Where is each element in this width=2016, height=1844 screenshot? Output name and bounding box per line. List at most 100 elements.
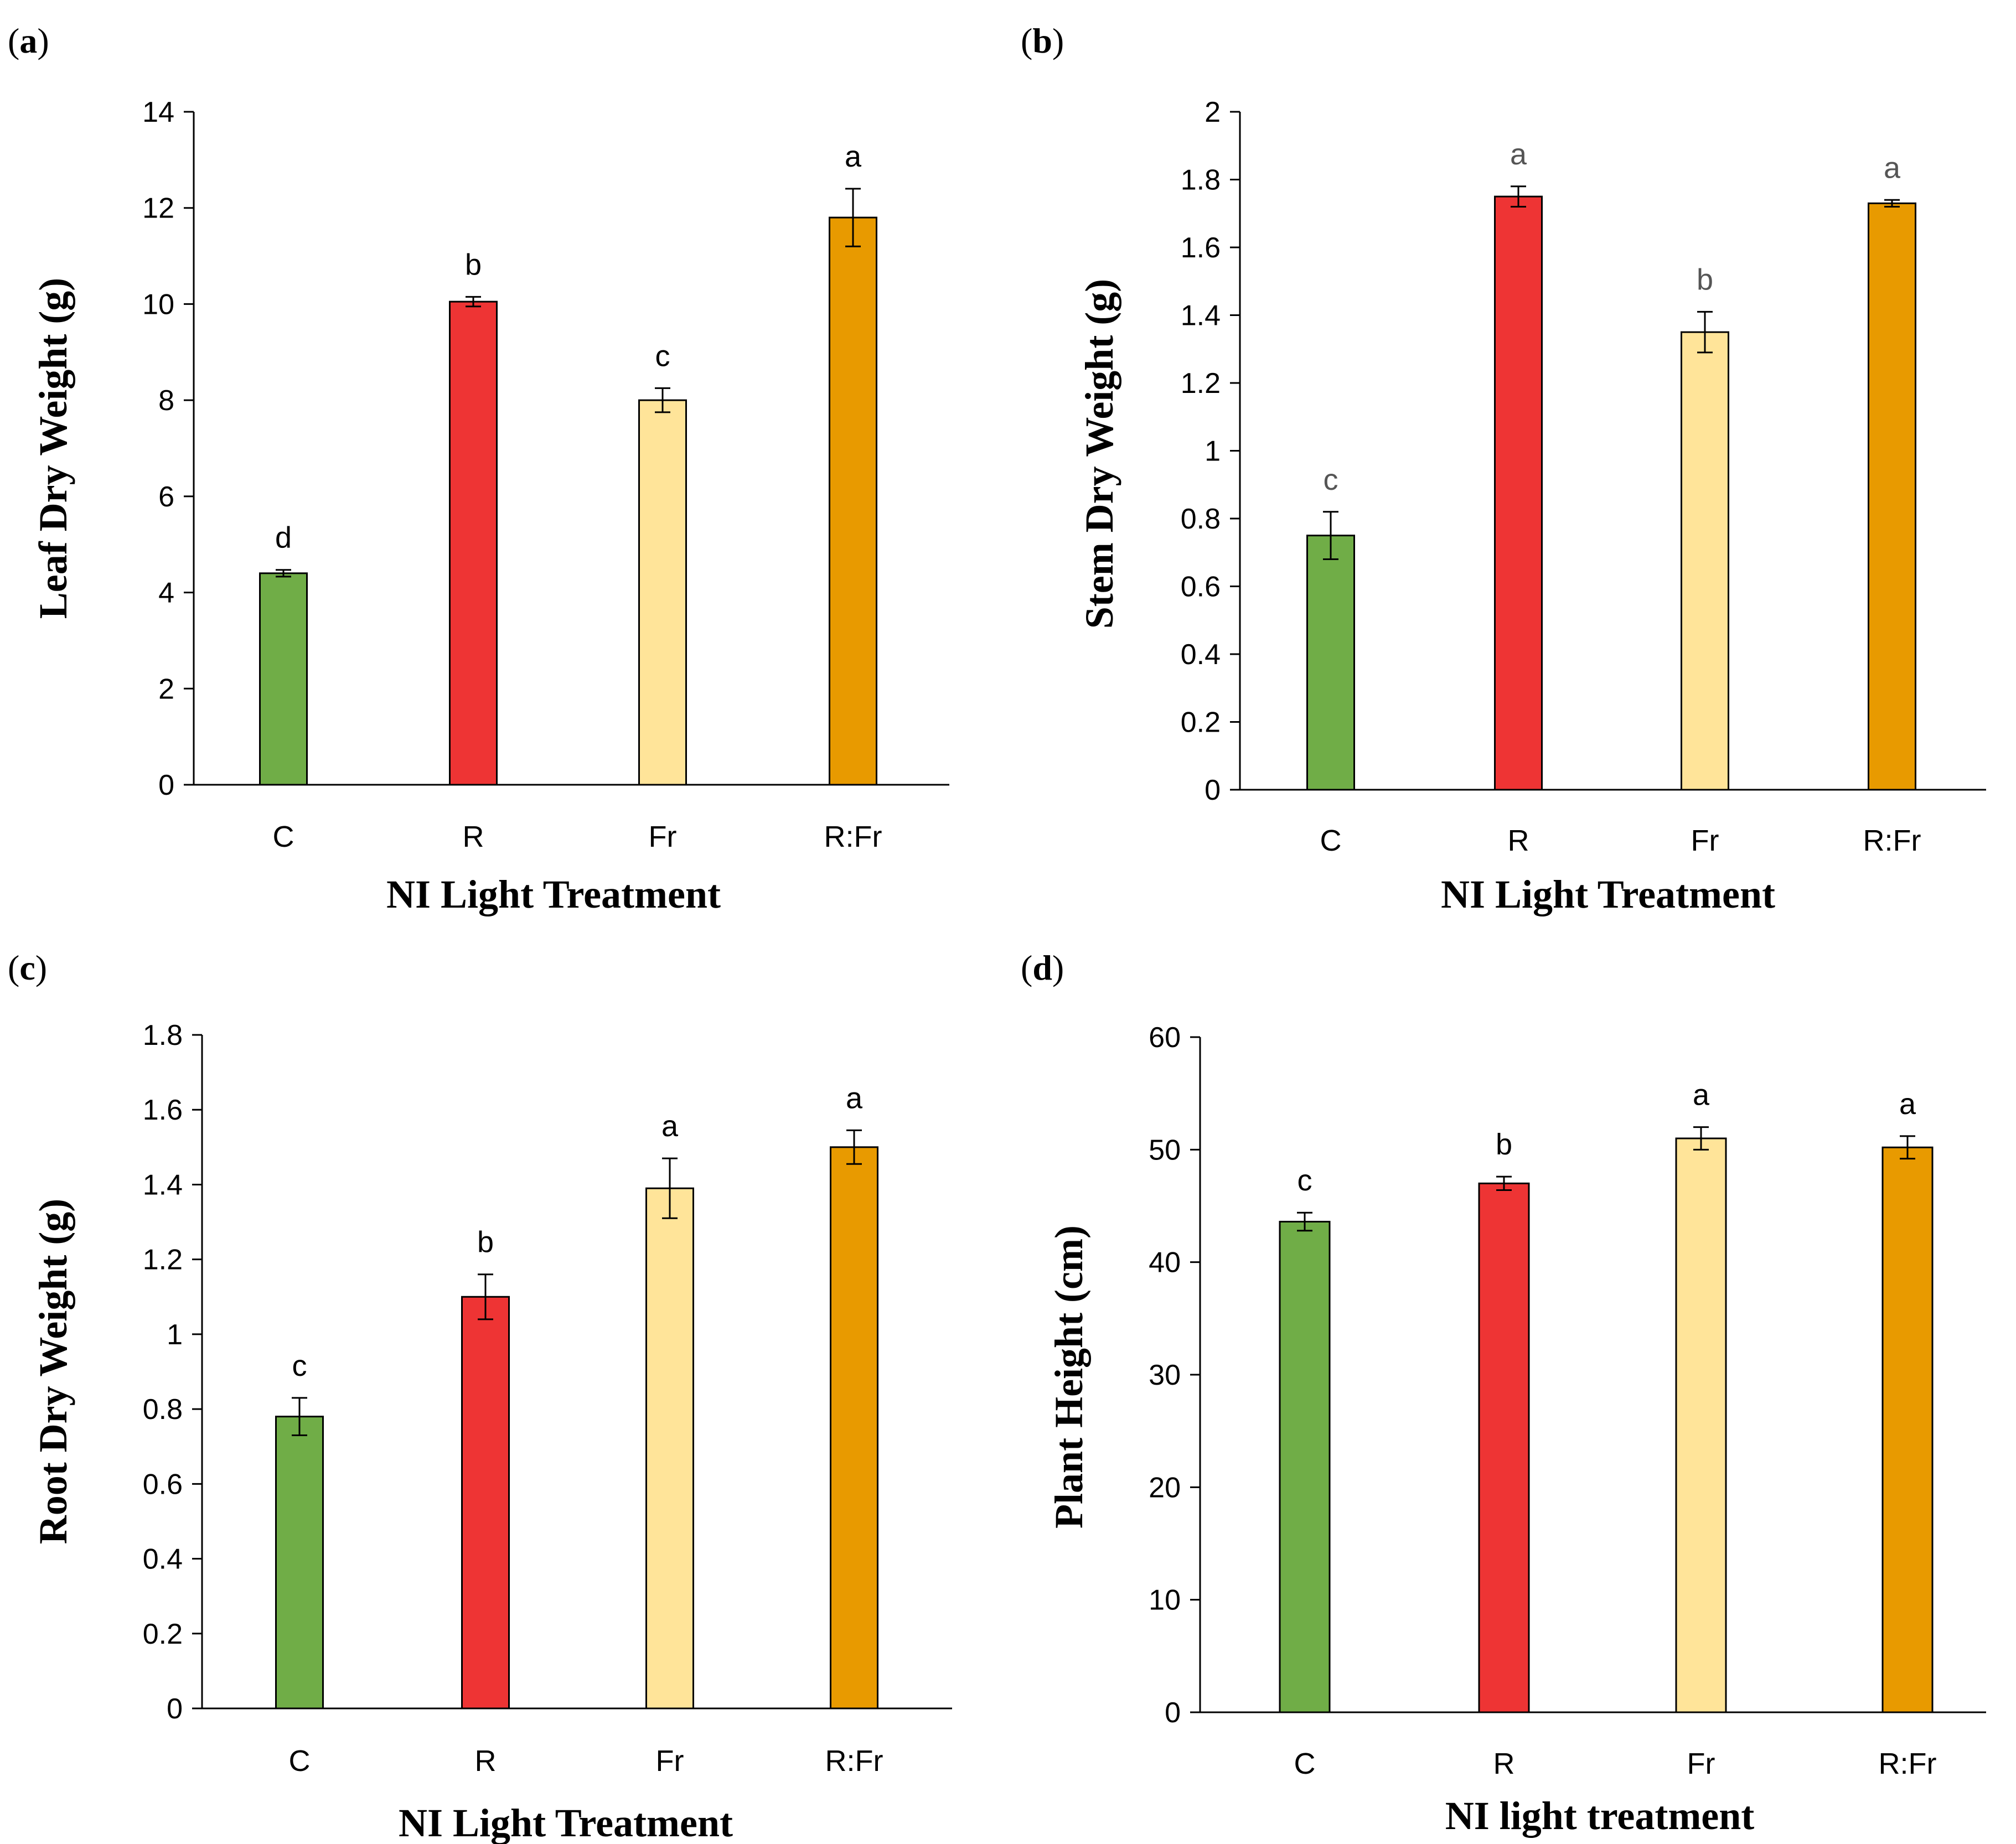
significance-letter: c: [1324, 463, 1338, 496]
significance-letter: a: [1510, 138, 1527, 171]
x-tick-label: R:Fr: [1863, 824, 1921, 857]
x-axis-title: NI Light Treatment: [1441, 872, 1775, 916]
y-tick-label: 20: [1149, 1472, 1181, 1504]
x-axis-title: NI light treatment: [1445, 1794, 1755, 1838]
y-tick-label: 0: [1165, 1697, 1181, 1729]
x-tick-label: R:Fr: [1879, 1747, 1937, 1780]
significance-letter: b: [477, 1226, 494, 1259]
significance-letter: c: [1298, 1164, 1312, 1197]
x-tick-label: Fr: [1691, 824, 1719, 857]
bar-r-fr: [830, 1146, 878, 1710]
y-tick-label: 0: [1205, 774, 1221, 806]
x-axis-title: NI Light Treatment: [386, 872, 721, 916]
y-tick-label: 10: [1149, 1584, 1181, 1617]
chart-panel-c: (c) 0 0.2 0.4 0.6 0.8 1 1.2 1.4 1.6 1.8 c Cb Ra Fr a R:F…: [8, 948, 952, 1844]
significance-letter: c: [655, 339, 670, 372]
bar-fr: [638, 399, 687, 786]
bar-c: [275, 1416, 324, 1710]
bar-c: [1279, 1220, 1331, 1713]
bar-c: [1306, 535, 1355, 791]
bar-r-fr: [1881, 1146, 1934, 1713]
y-axis-title: Plant Height (cm): [1047, 1225, 1091, 1529]
y-tick-label: 2: [1205, 96, 1221, 128]
x-tick-label: C: [289, 1744, 311, 1778]
y-tick-label: 0.8: [1181, 503, 1221, 535]
significance-letter: a: [661, 1110, 679, 1143]
bar-r-fr: [1868, 202, 1916, 791]
x-tick-label: Fr: [656, 1744, 684, 1778]
chart-panel-d: (d) 0 10 20 30 40 50 60 c Cb Ra Fr a R:Fr NI light tre…: [1021, 948, 1986, 1838]
panel-label: (c): [8, 948, 47, 987]
significance-letter: a: [845, 140, 862, 173]
significance-letter: b: [1697, 263, 1713, 296]
chart-panel-b: (b) 0 0.2 0.4 0.6 0.8 1 1.2 1.4 1.6 1.8 2 c Ca Rb Fr a R:…: [1021, 21, 1986, 916]
x-tick-label: Fr: [649, 820, 677, 853]
bar-r: [1494, 195, 1543, 791]
y-tick-label: 1: [167, 1319, 183, 1351]
y-tick-label: 1.4: [143, 1169, 183, 1201]
y-tick-label: 0.6: [143, 1468, 183, 1500]
y-tick-label: 0.2: [143, 1618, 183, 1650]
significance-letter: a: [1899, 1087, 1916, 1121]
y-axis-title: Stem Dry Weight (g): [1077, 279, 1121, 629]
bar-r-fr: [829, 216, 877, 786]
x-tick-label: R:Fr: [824, 820, 882, 853]
y-tick-label: 30: [1149, 1359, 1181, 1391]
y-tick-label: 60: [1149, 1022, 1181, 1054]
bar-r: [449, 301, 498, 786]
significance-letter: a: [1884, 151, 1901, 184]
y-tick-label: 0: [167, 1693, 183, 1725]
y-tick-label: 50: [1149, 1134, 1181, 1166]
y-tick-label: 14: [142, 96, 174, 128]
significance-letter: b: [465, 248, 482, 281]
y-tick-label: 1.4: [1181, 300, 1221, 332]
y-tick-label: 1.8: [143, 1019, 183, 1052]
y-tick-label: 0.6: [1181, 571, 1221, 603]
y-tick-label: 12: [142, 193, 174, 225]
significance-letter: a: [846, 1081, 863, 1115]
x-tick-label: R: [475, 1744, 497, 1778]
y-tick-label: 6: [158, 481, 174, 513]
y-tick-label: 40: [1149, 1247, 1181, 1279]
panel-label: (a): [8, 21, 49, 60]
significance-letter: c: [292, 1349, 307, 1382]
x-tick-label: C: [273, 820, 294, 853]
bar-r: [461, 1296, 510, 1710]
x-tick-label: R: [1493, 1747, 1515, 1780]
bar-fr: [1681, 331, 1729, 791]
significance-letter: d: [275, 521, 292, 555]
y-tick-label: 2: [158, 673, 174, 705]
y-tick-label: 1.6: [143, 1094, 183, 1126]
panel-label: (b): [1021, 21, 1064, 60]
bar-fr: [1675, 1137, 1727, 1713]
y-tick-label: 1.2: [1181, 367, 1221, 400]
x-tick-label: C: [1320, 824, 1342, 857]
y-tick-label: 0.2: [1181, 707, 1221, 739]
bar-fr: [645, 1187, 694, 1710]
y-tick-label: 1.6: [1181, 232, 1221, 264]
x-tick-label: R:Fr: [825, 1744, 883, 1778]
y-tick-label: 1.8: [1181, 164, 1221, 196]
panel-label: (d): [1021, 948, 1064, 987]
x-tick-label: R: [463, 820, 484, 853]
y-axis-title: Root Dry Weight (g): [31, 1199, 75, 1545]
y-tick-label: 1.2: [143, 1244, 183, 1276]
y-axis-title: Leaf Dry Weight (g): [31, 278, 75, 619]
y-tick-label: 0.8: [143, 1394, 183, 1426]
y-tick-label: 10: [142, 288, 174, 320]
bar-r: [1478, 1182, 1530, 1713]
significance-letter: b: [1496, 1128, 1512, 1161]
x-axis-title: NI Light Treatment: [399, 1801, 733, 1844]
y-tick-label: 0: [158, 769, 174, 801]
chart-panel-a: (a) 0 2 4 6 8 10 12 14 d Cb Rc Fr a R:Fr NI Light Treat…: [8, 21, 949, 916]
significance-letter: a: [1693, 1079, 1710, 1112]
y-tick-label: 0.4: [143, 1543, 183, 1576]
x-tick-label: R: [1508, 824, 1529, 857]
y-tick-label: 1: [1205, 436, 1221, 468]
y-tick-label: 8: [158, 385, 174, 417]
x-tick-label: Fr: [1687, 1747, 1715, 1780]
y-tick-label: 0.4: [1181, 639, 1221, 671]
x-tick-label: C: [1294, 1747, 1316, 1780]
bar-c: [259, 572, 308, 786]
